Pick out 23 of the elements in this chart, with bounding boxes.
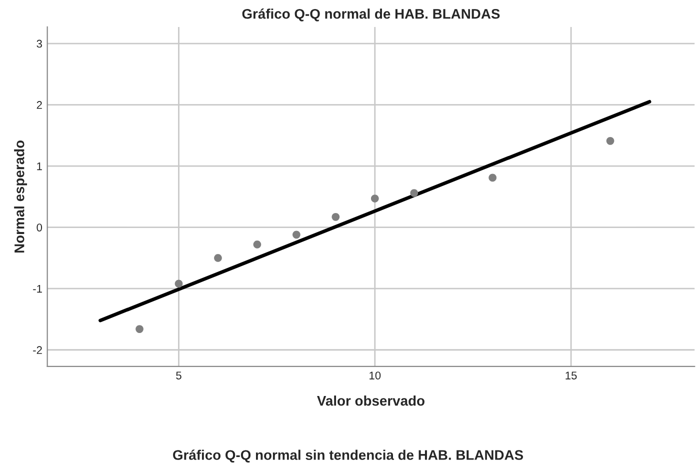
x-tick-label: 10 [370,372,381,380]
x-tick-label: 5 [176,372,182,380]
point [606,137,614,145]
chart-title: Gráfico Q-Q normal de HAB. BLANDAS [242,8,500,22]
point [332,212,340,221]
y-axis-title: Normal esperado [14,140,28,252]
x-axis-title: Valor observado [317,396,424,406]
y-tick-label: -1 [33,284,42,293]
text: Gráfico Q-Q normal sin tendencia de HAB. BLANDAS [173,450,524,463]
y-tick-label: 2 [36,101,42,109]
y-tick-label: -2 [33,346,42,354]
point [174,280,183,288]
point [370,194,379,202]
point [214,254,222,262]
point [136,325,144,333]
x-tick-label: 15 [566,372,577,380]
y-tick-label: 1 [37,162,42,170]
point [488,174,497,182]
y-tick-label: 0 [36,224,42,232]
point [292,230,300,239]
point [253,240,262,248]
y-tick-label: 3 [36,40,42,48]
point [410,189,418,197]
